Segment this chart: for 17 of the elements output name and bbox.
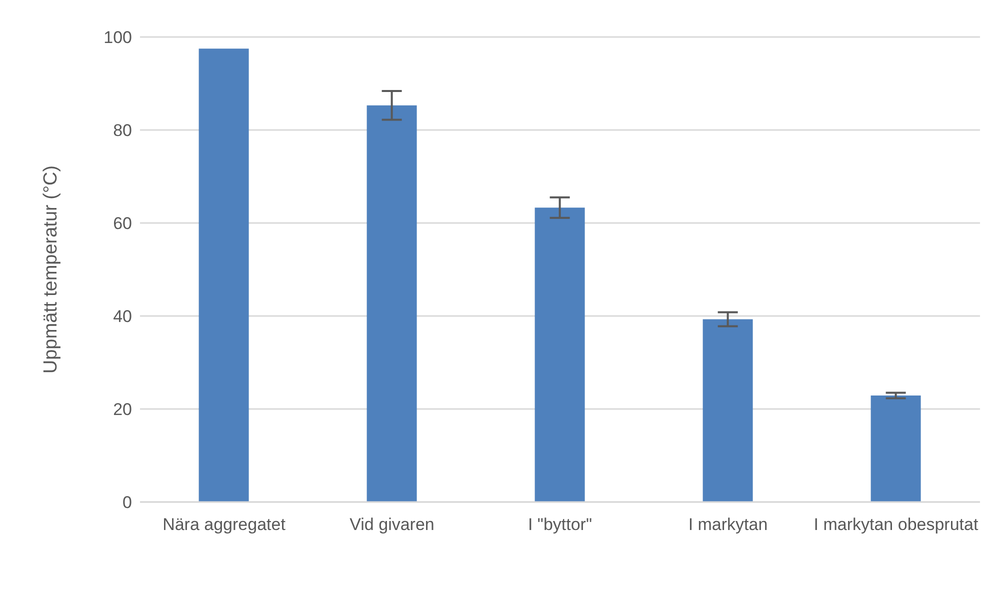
x-tick-label: Nära aggregatet bbox=[162, 515, 286, 534]
x-tick-label: I markytan bbox=[688, 515, 768, 534]
bar bbox=[870, 396, 921, 502]
y-tick-label: 0 bbox=[122, 493, 132, 512]
x-tick-label: I markytan obesprutat bbox=[814, 515, 978, 534]
x-tick-label: Vid givaren bbox=[350, 515, 434, 534]
y-axis-title: Uppmätt temperatur (°C) bbox=[40, 165, 62, 374]
y-tick-label: 60 bbox=[113, 214, 132, 234]
y-tick-label: 40 bbox=[113, 307, 132, 326]
bar bbox=[198, 48, 249, 502]
y-tick-label: 100 bbox=[104, 28, 132, 48]
y-tick-label: 20 bbox=[113, 400, 132, 420]
bar bbox=[534, 208, 585, 502]
x-tick-label: I "byttor" bbox=[528, 515, 592, 534]
y-tick-label: 80 bbox=[113, 121, 132, 140]
bar bbox=[366, 105, 417, 502]
bar bbox=[702, 319, 753, 502]
